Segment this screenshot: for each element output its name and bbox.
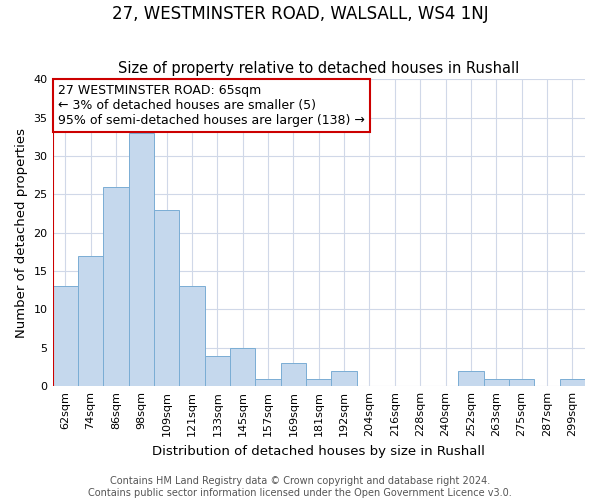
Bar bbox=[458, 371, 484, 386]
Title: Size of property relative to detached houses in Rushall: Size of property relative to detached ho… bbox=[118, 60, 520, 76]
Bar bbox=[256, 378, 281, 386]
Bar bbox=[306, 378, 331, 386]
Text: 27 WESTMINSTER ROAD: 65sqm
← 3% of detached houses are smaller (5)
95% of semi-d: 27 WESTMINSTER ROAD: 65sqm ← 3% of detac… bbox=[58, 84, 365, 127]
Bar bbox=[53, 286, 78, 386]
Bar bbox=[154, 210, 179, 386]
Y-axis label: Number of detached properties: Number of detached properties bbox=[15, 128, 28, 338]
Bar bbox=[230, 348, 256, 386]
Bar bbox=[103, 187, 128, 386]
Bar bbox=[205, 356, 230, 386]
Bar bbox=[128, 133, 154, 386]
Bar bbox=[484, 378, 509, 386]
Text: Contains HM Land Registry data © Crown copyright and database right 2024.
Contai: Contains HM Land Registry data © Crown c… bbox=[88, 476, 512, 498]
Bar bbox=[179, 286, 205, 386]
Bar bbox=[509, 378, 534, 386]
Bar bbox=[331, 371, 357, 386]
X-axis label: Distribution of detached houses by size in Rushall: Distribution of detached houses by size … bbox=[152, 444, 485, 458]
Text: 27, WESTMINSTER ROAD, WALSALL, WS4 1NJ: 27, WESTMINSTER ROAD, WALSALL, WS4 1NJ bbox=[112, 5, 488, 23]
Bar bbox=[281, 363, 306, 386]
Bar bbox=[560, 378, 585, 386]
Bar bbox=[78, 256, 103, 386]
